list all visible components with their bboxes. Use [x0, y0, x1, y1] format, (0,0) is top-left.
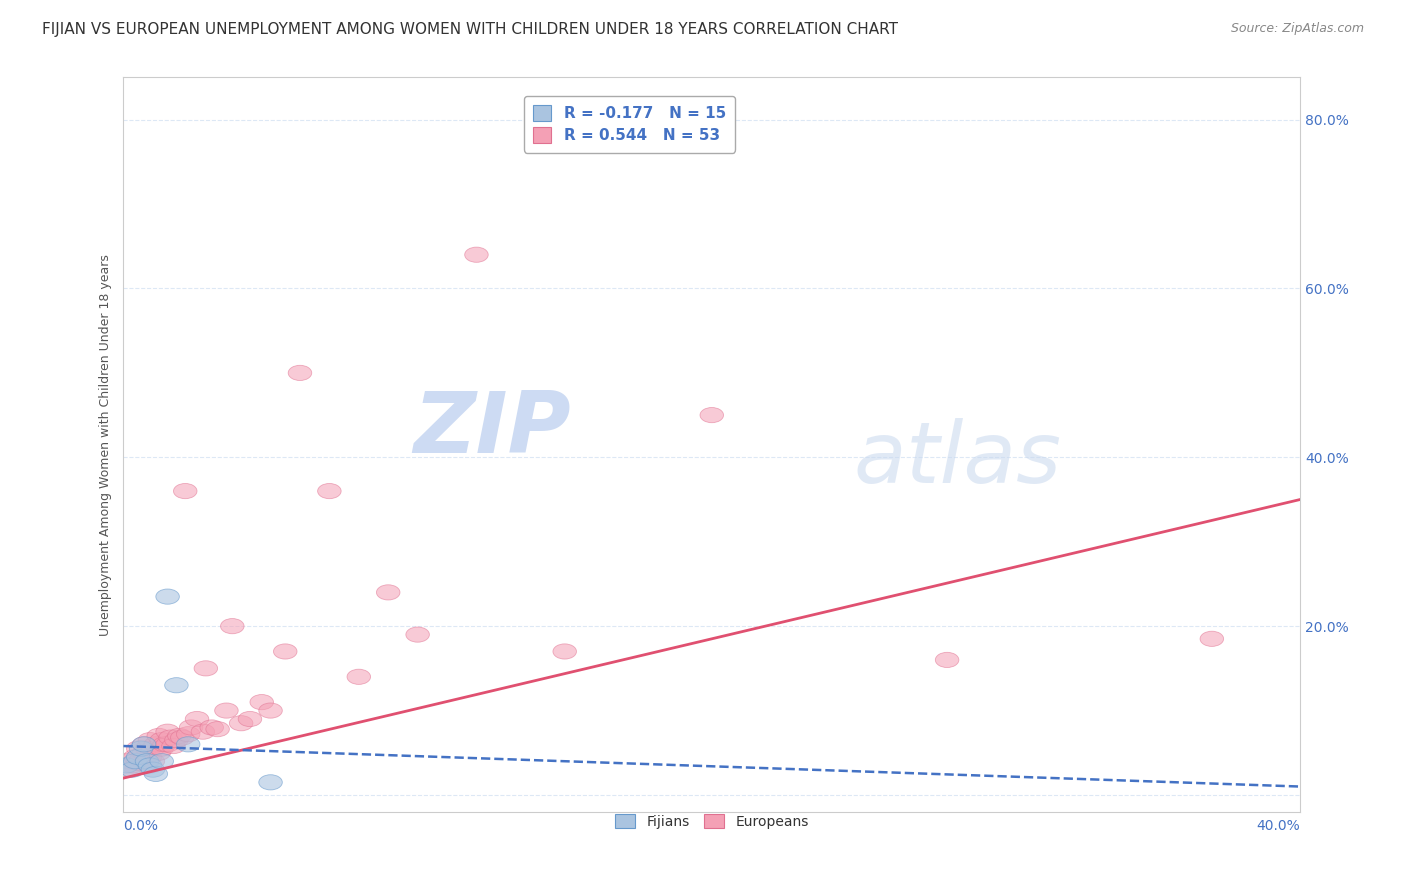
Ellipse shape [238, 712, 262, 727]
Ellipse shape [935, 652, 959, 667]
Ellipse shape [318, 483, 342, 499]
Ellipse shape [167, 728, 191, 744]
Y-axis label: Unemployment Among Women with Children Under 18 years: Unemployment Among Women with Children U… [100, 253, 112, 636]
Ellipse shape [156, 724, 180, 739]
Ellipse shape [176, 727, 200, 742]
Legend: Fijians, Europeans: Fijians, Europeans [609, 808, 814, 834]
Ellipse shape [406, 627, 429, 642]
Ellipse shape [135, 756, 159, 771]
Ellipse shape [135, 741, 159, 756]
Ellipse shape [221, 618, 245, 633]
Ellipse shape [288, 366, 312, 381]
Ellipse shape [700, 408, 724, 423]
Ellipse shape [141, 754, 165, 769]
Ellipse shape [138, 732, 162, 747]
Text: 40.0%: 40.0% [1257, 819, 1301, 832]
Ellipse shape [115, 754, 138, 769]
Ellipse shape [121, 762, 143, 777]
Ellipse shape [150, 741, 173, 756]
Ellipse shape [191, 724, 215, 739]
Ellipse shape [274, 644, 297, 659]
Ellipse shape [124, 749, 148, 764]
Ellipse shape [377, 585, 399, 600]
Ellipse shape [194, 661, 218, 676]
Ellipse shape [132, 745, 156, 760]
Ellipse shape [205, 722, 229, 737]
Ellipse shape [124, 754, 148, 769]
Ellipse shape [165, 678, 188, 693]
Text: FIJIAN VS EUROPEAN UNEMPLOYMENT AMONG WOMEN WITH CHILDREN UNDER 18 YEARS CORRELA: FIJIAN VS EUROPEAN UNEMPLOYMENT AMONG WO… [42, 22, 898, 37]
Ellipse shape [259, 775, 283, 790]
Ellipse shape [159, 730, 183, 745]
Ellipse shape [156, 737, 180, 752]
Ellipse shape [115, 758, 138, 773]
Ellipse shape [121, 758, 143, 773]
Ellipse shape [200, 720, 224, 735]
Text: Source: ZipAtlas.com: Source: ZipAtlas.com [1230, 22, 1364, 36]
Text: atlas: atlas [853, 417, 1062, 500]
Ellipse shape [138, 758, 162, 773]
Ellipse shape [138, 749, 162, 764]
Ellipse shape [215, 703, 238, 718]
Ellipse shape [176, 737, 200, 752]
Ellipse shape [129, 741, 153, 756]
Ellipse shape [150, 754, 173, 769]
Ellipse shape [347, 669, 371, 684]
Ellipse shape [162, 739, 186, 754]
Ellipse shape [173, 483, 197, 499]
Ellipse shape [148, 728, 170, 744]
Ellipse shape [127, 741, 150, 756]
Ellipse shape [250, 695, 274, 710]
Ellipse shape [156, 589, 180, 604]
Ellipse shape [141, 741, 165, 756]
Ellipse shape [129, 752, 153, 767]
Ellipse shape [553, 644, 576, 659]
Ellipse shape [143, 737, 167, 752]
Ellipse shape [165, 732, 188, 747]
Ellipse shape [148, 745, 170, 760]
Ellipse shape [259, 703, 283, 718]
Ellipse shape [141, 762, 165, 777]
Ellipse shape [132, 737, 156, 752]
Ellipse shape [170, 730, 194, 745]
Ellipse shape [135, 754, 159, 769]
Ellipse shape [1201, 632, 1223, 647]
Ellipse shape [132, 737, 156, 752]
Ellipse shape [153, 737, 176, 752]
Text: ZIP: ZIP [413, 389, 571, 472]
Ellipse shape [180, 720, 202, 735]
Text: 0.0%: 0.0% [124, 819, 159, 832]
Ellipse shape [186, 712, 208, 727]
Ellipse shape [127, 749, 150, 764]
Ellipse shape [127, 756, 150, 771]
Ellipse shape [118, 762, 141, 777]
Ellipse shape [143, 766, 167, 781]
Ellipse shape [465, 247, 488, 262]
Ellipse shape [229, 715, 253, 731]
Ellipse shape [150, 732, 173, 747]
